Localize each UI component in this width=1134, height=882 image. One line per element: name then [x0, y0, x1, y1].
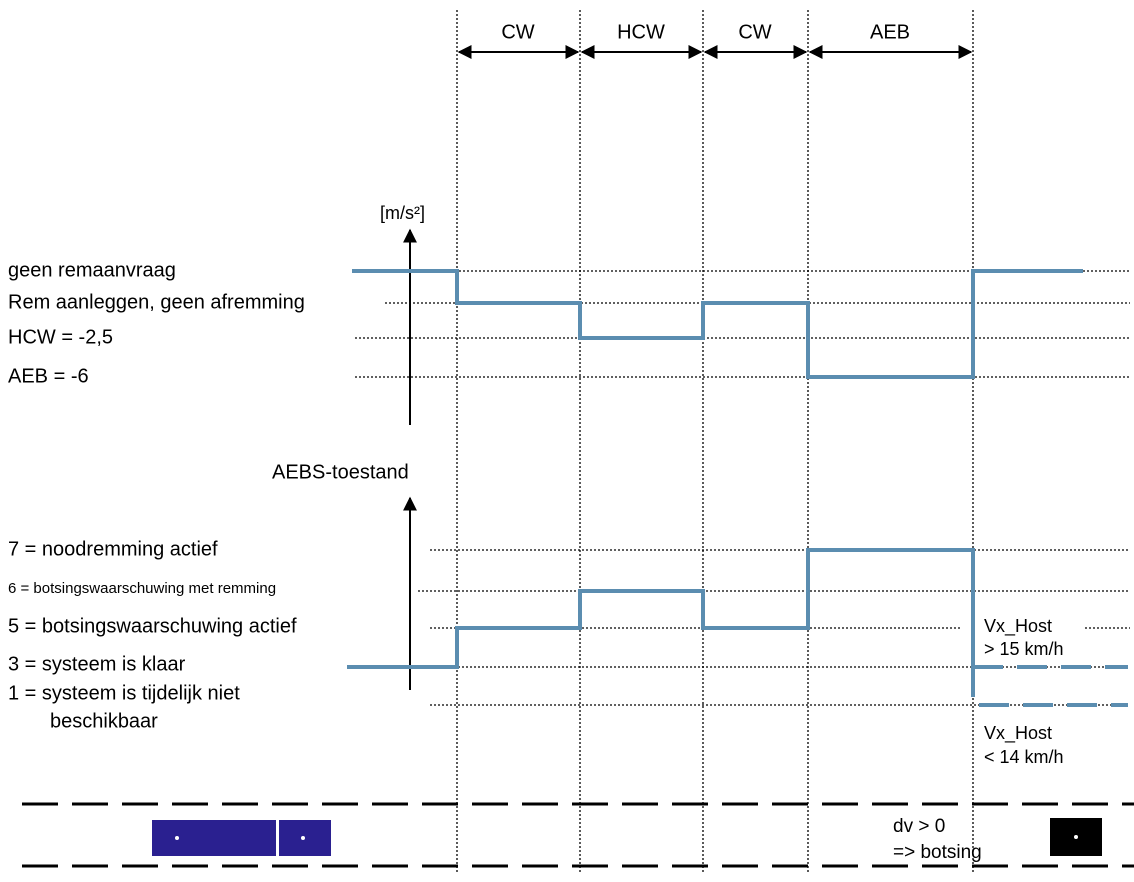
road: dv > 0 => botsing [22, 804, 1134, 866]
phase-label: AEB [870, 21, 910, 43]
speed-note: Vx_Host [984, 616, 1052, 637]
truck [152, 820, 276, 856]
diagram: CW HCW CW AEB [m/s²] geen remaanvraag Re… [0, 0, 1134, 882]
phase-boundaries [457, 10, 973, 872]
collision-note: => botsing [893, 842, 982, 863]
speed-note: < 14 km/h [984, 747, 1064, 767]
phase-label: CW [738, 21, 771, 43]
level-label: AEB = -6 [8, 365, 89, 387]
deceleration-chart: [m/s²] geen remaanvraag Rem aanleggen, g… [8, 203, 1130, 425]
axis-title: AEBS-toestand [272, 461, 409, 483]
level-label: 1 = systeem is tijdelijk niet [8, 682, 240, 704]
phase-label: CW [501, 21, 534, 43]
axis-unit: [m/s²] [380, 203, 425, 223]
level-label: 6 = botsingswaarschuwing met remming [8, 580, 276, 597]
level-label: 7 = noodremming actief [8, 538, 218, 560]
state-chart: AEBS-toestand 7 = noodremming actief 6 =… [8, 461, 1130, 766]
level-label: 3 = systeem is klaar [8, 653, 186, 675]
level-label: 5 = botsingswaarschuwing actief [8, 615, 297, 637]
collision-note: dv > 0 [893, 816, 945, 837]
speed-note: Vx_Host [984, 723, 1052, 744]
level-label: geen remaanvraag [8, 259, 176, 281]
speed-note: > 15 km/h [984, 639, 1064, 659]
level-label: beschikbaar [50, 710, 158, 732]
level-label: HCW = -2,5 [8, 326, 113, 348]
level-label: Rem aanleggen, geen afremming [8, 291, 305, 313]
phase-label: HCW [617, 21, 665, 43]
phase-arrows: CW HCW CW AEB [459, 21, 971, 52]
